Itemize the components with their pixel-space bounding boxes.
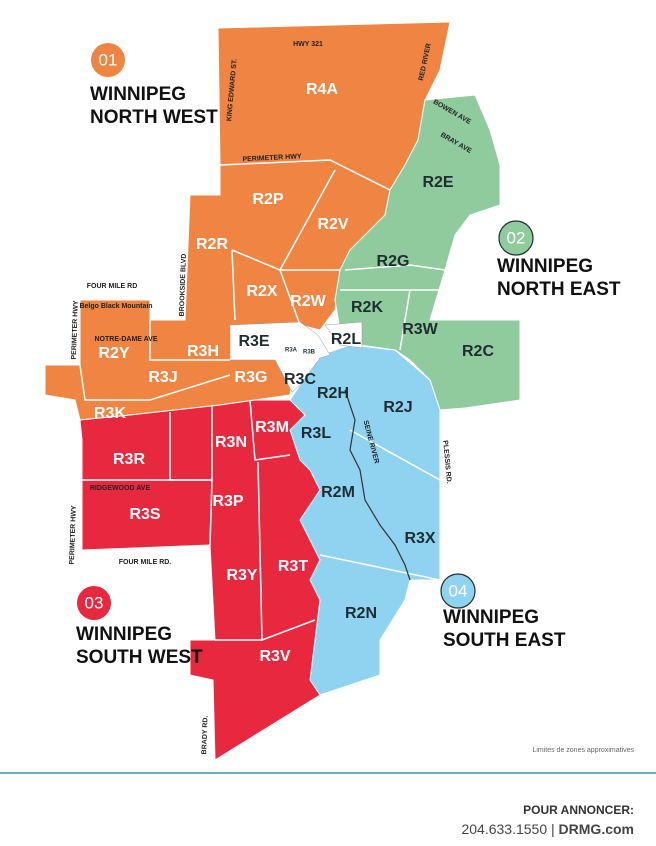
border — [209, 479, 213, 546]
zone-label: R2R — [196, 236, 228, 253]
zone-label: R2V — [317, 216, 348, 233]
region-badge — [498, 220, 534, 256]
border — [399, 289, 411, 351]
border — [149, 320, 230, 361]
zone-label: R3B — [303, 350, 316, 356]
central-area — [229, 321, 331, 393]
region-name: WINNIPEG — [76, 624, 172, 645]
region-number: 01 — [99, 50, 118, 69]
zone-label: R2N — [345, 605, 377, 622]
zone-label: R3T — [278, 558, 308, 575]
road-label: BROOKSIDE BLVD — [179, 253, 188, 316]
region-badge — [77, 586, 111, 620]
footer-contact: 204.633.1550 | DRMG.com — [461, 821, 634, 837]
road-label: FOUR MILE RD. — [119, 559, 172, 566]
website: DRMG.com — [559, 821, 634, 837]
road-label: Belgo Black Mountain — [79, 303, 152, 310]
border — [344, 264, 446, 271]
zone-label: R3K — [94, 405, 126, 422]
road-label: BRADY RD. — [201, 715, 209, 754]
footer-heading: POUR ANNONCER: — [523, 803, 634, 817]
region-name: NORTH EAST — [497, 279, 621, 300]
zone-borders — [79, 159, 446, 642]
region-name: SOUTH WEST — [76, 647, 203, 668]
separator: | — [551, 821, 555, 837]
road-label: PERIMETER HWY — [242, 153, 302, 163]
zone-label: R2E — [422, 174, 453, 191]
zone-label: R3R — [113, 451, 145, 468]
zone-label: R3J — [148, 369, 177, 386]
zone-label: R3W — [402, 321, 438, 338]
border — [319, 554, 441, 581]
zone-label: R2J — [383, 399, 412, 416]
border — [219, 159, 391, 191]
region-number: 03 — [85, 593, 104, 612]
note: Limites de zones approximatives — [532, 747, 634, 754]
zone-label: R4A — [306, 81, 338, 98]
road-label: PLESSIS RD. — [441, 440, 452, 484]
region-name: WINNIPEG — [443, 607, 539, 628]
south-west-area — [79, 399, 321, 761]
road-label: PERIMETER HWY — [71, 300, 80, 360]
region-number: 02 — [507, 228, 526, 247]
zone-label: R2M — [321, 484, 355, 501]
zone-label: R3C — [284, 371, 316, 388]
zone-label: R3M — [255, 419, 289, 436]
border — [249, 399, 291, 461]
border — [349, 429, 441, 481]
road-label: NOTRE-DAME AVE — [95, 336, 158, 343]
zone-label: R2K — [351, 299, 383, 316]
zone-label: R3Y — [226, 567, 257, 584]
zone-label: R3X — [404, 530, 435, 547]
zone-label: R3L — [301, 425, 331, 442]
zone-label: R3G — [235, 369, 268, 386]
road-label: PERIMETER HWY — [69, 505, 78, 565]
zone-label: R2Y — [98, 345, 129, 362]
zone-label: R2H — [317, 385, 349, 402]
zone-label: R3V — [259, 648, 290, 665]
zone-label: R3H — [187, 343, 219, 360]
zone-label: R3P — [212, 493, 243, 510]
region-badge — [440, 573, 476, 609]
zone-label: R3A — [285, 348, 298, 354]
phone: 204.633.1550 — [461, 821, 547, 837]
zone-label: R3N — [215, 434, 247, 451]
map-areas — [44, 21, 521, 761]
border — [79, 364, 231, 401]
region-name: NORTH WEST — [90, 107, 218, 128]
zone-label: R2C — [462, 343, 494, 360]
seine-river — [344, 389, 411, 581]
zone-label: R2G — [377, 253, 410, 270]
zone-labels: R4A R2P R2V R2R R2X R2W R2E R2G R2K R3W R2C R3E R2L R… — [94, 81, 494, 665]
zone-label: R2X — [246, 283, 277, 300]
r2l-area — [324, 321, 363, 349]
road-label: RIDGEWOOD AVE — [90, 485, 151, 492]
region-name: SOUTH EAST — [443, 630, 566, 651]
zone-label: R2P — [252, 191, 283, 208]
border — [231, 249, 236, 321]
zone-label: R3E — [238, 333, 269, 350]
zone-label: R2L — [331, 331, 361, 348]
zone-label: R3S — [129, 506, 160, 523]
region-badge — [91, 43, 125, 77]
zone-label: R2W — [290, 293, 326, 310]
border — [231, 249, 340, 271]
region-number: 04 — [449, 581, 468, 600]
region-name: WINNIPEG — [90, 84, 186, 105]
region-name: WINNIPEG — [497, 256, 593, 277]
road-label: FOUR MILE RD — [87, 283, 138, 290]
road-label: HWY 321 — [293, 41, 323, 48]
